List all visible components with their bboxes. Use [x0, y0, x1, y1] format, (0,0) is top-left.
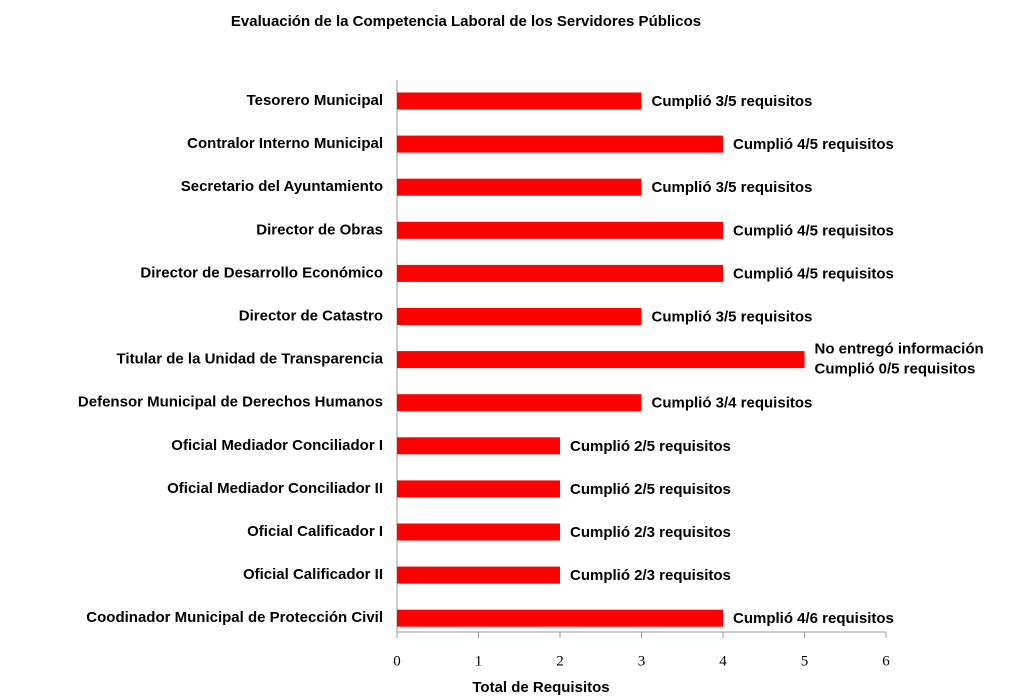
value-label: Cumplió 3/5 requisitos	[652, 308, 813, 325]
x-tick-label: 1	[475, 653, 483, 669]
y-tick-label: Director de Catastro	[239, 307, 383, 324]
x-tick-label: 3	[638, 653, 646, 669]
bar	[397, 394, 642, 412]
x-tick-label: 2	[556, 653, 564, 669]
value-label: Cumplió 2/3 requisitos	[570, 524, 731, 541]
y-tick-label: Oficial Calificador I	[247, 523, 383, 540]
y-tick-label: Oficial Mediador Conciliador II	[167, 480, 383, 497]
value-label: Cumplió 4/5 requisitos	[733, 222, 894, 239]
y-tick-label: Director de Desarrollo Económico	[140, 264, 383, 281]
value-label: Cumplió 0/5 requisitos	[815, 361, 976, 378]
value-label: Cumplió 4/5 requisitos	[733, 136, 894, 153]
x-tick-label: 0	[393, 653, 401, 669]
value-label: Cumplió 4/5 requisitos	[733, 265, 894, 282]
bar	[397, 523, 560, 541]
value-label: Cumplió 3/5 requisitos	[652, 93, 813, 110]
y-tick-label: Tesorero Municipal	[247, 92, 383, 109]
y-tick-label: Defensor Municipal de Derechos Humanos	[78, 394, 383, 411]
y-tick-label: Director de Obras	[256, 221, 383, 238]
value-label: Cumplió 3/4 requisitos	[652, 395, 813, 412]
bar	[397, 221, 723, 239]
value-label: Cumplió 2/5 requisitos	[570, 481, 731, 498]
x-tick-label: 4	[719, 653, 727, 669]
chart-title: Evaluación de la Competencia Laboral de …	[231, 13, 701, 30]
value-label: Cumplió 4/6 requisitos	[733, 610, 894, 627]
bar	[397, 178, 642, 196]
y-tick-label: Coodinador Municipal de Protección Civil	[86, 609, 383, 626]
bar	[397, 92, 642, 110]
value-label: Cumplió 2/3 requisitos	[570, 567, 731, 584]
x-axis-label: Total de Requisitos	[472, 679, 609, 696]
x-tick-label: 6	[882, 653, 890, 669]
value-label: Cumplió 3/5 requisitos	[652, 179, 813, 196]
bar	[397, 135, 723, 153]
y-tick-label: Oficial Calificador II	[243, 566, 383, 583]
bar	[397, 308, 642, 325]
x-tick-label: 5	[801, 653, 809, 669]
bar	[397, 480, 560, 498]
bar	[397, 351, 805, 369]
y-tick-label: Secretario del Ayuntamiento	[181, 178, 383, 195]
y-tick-label: Oficial Mediador Conciliador I	[171, 437, 383, 454]
y-tick-label: Titular de la Unidad de Transparencia	[117, 351, 384, 368]
value-label: Cumplió 2/5 requisitos	[570, 438, 731, 455]
y-tick-label: Contralor Interno Municipal	[187, 135, 383, 152]
bar	[397, 609, 723, 627]
value-label: No entregó información	[815, 341, 984, 358]
bar	[397, 264, 723, 282]
bar	[397, 437, 560, 455]
bar	[397, 566, 560, 584]
